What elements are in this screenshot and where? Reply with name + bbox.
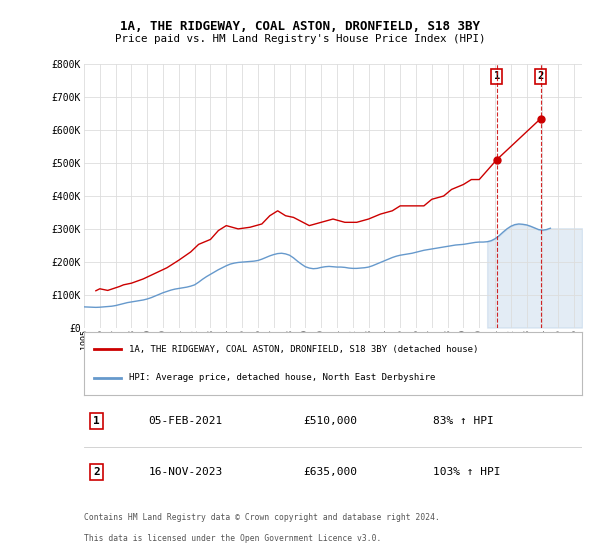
Text: 103% ↑ HPI: 103% ↑ HPI	[433, 467, 500, 477]
Text: £510,000: £510,000	[303, 416, 357, 426]
Text: Contains HM Land Registry data © Crown copyright and database right 2024.: Contains HM Land Registry data © Crown c…	[84, 513, 440, 522]
Text: 2: 2	[93, 467, 100, 477]
Text: 1A, THE RIDGEWAY, COAL ASTON, DRONFIELD, S18 3BY: 1A, THE RIDGEWAY, COAL ASTON, DRONFIELD,…	[120, 20, 480, 32]
Text: 83% ↑ HPI: 83% ↑ HPI	[433, 416, 493, 426]
Text: 05-FEB-2021: 05-FEB-2021	[149, 416, 223, 426]
Text: 1A, THE RIDGEWAY, COAL ASTON, DRONFIELD, S18 3BY (detached house): 1A, THE RIDGEWAY, COAL ASTON, DRONFIELD,…	[129, 344, 478, 353]
Text: HPI: Average price, detached house, North East Derbyshire: HPI: Average price, detached house, Nort…	[129, 374, 435, 382]
Text: Price paid vs. HM Land Registry's House Price Index (HPI): Price paid vs. HM Land Registry's House …	[115, 34, 485, 44]
Text: 16-NOV-2023: 16-NOV-2023	[149, 467, 223, 477]
Text: 2: 2	[538, 71, 544, 81]
Text: £635,000: £635,000	[303, 467, 357, 477]
Text: 1: 1	[494, 71, 500, 81]
Text: 1: 1	[93, 416, 100, 426]
Text: This data is licensed under the Open Government Licence v3.0.: This data is licensed under the Open Gov…	[84, 534, 382, 543]
